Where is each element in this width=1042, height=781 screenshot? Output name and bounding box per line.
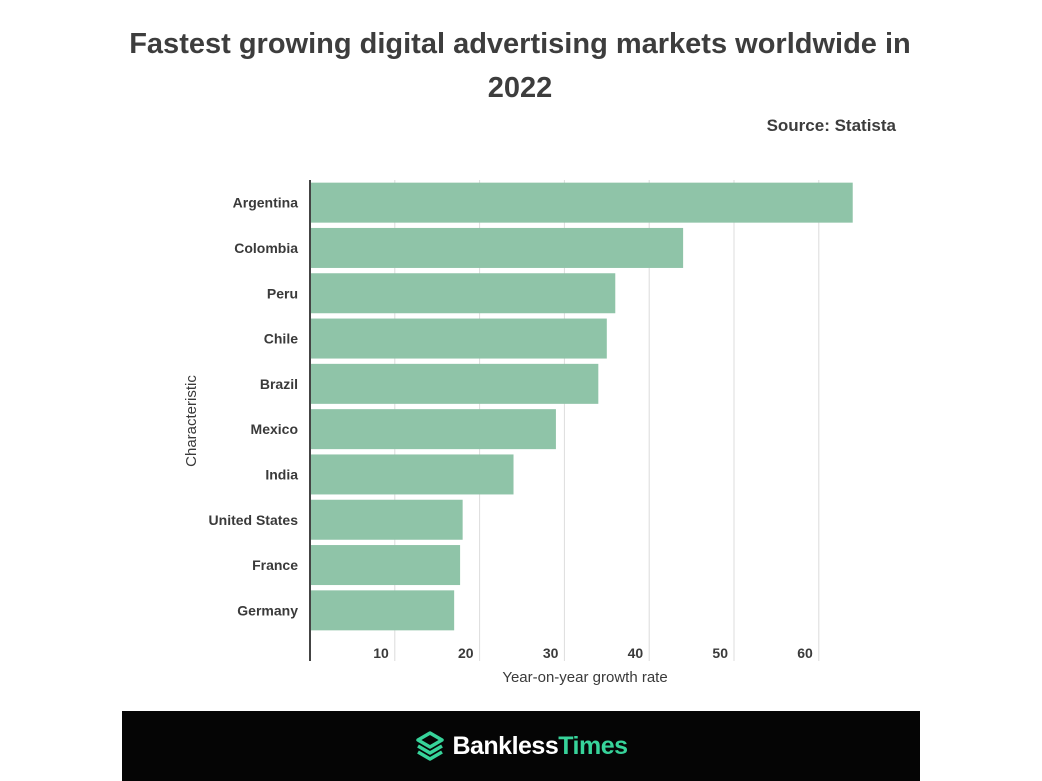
brand-logo[interactable]: BanklessTimes [414, 730, 628, 762]
bar [310, 227, 684, 268]
chart-source: Source: Statista [766, 116, 896, 135]
category-label: Brazil [260, 376, 298, 392]
footer-banner: BanklessTimes [122, 711, 920, 781]
category-label: France [252, 557, 298, 573]
category-label: Peru [267, 285, 298, 301]
brand-name-part1: Bankless [452, 731, 559, 760]
category-label: India [265, 466, 298, 482]
bar [310, 273, 616, 314]
brand-name-part2: Times [558, 731, 628, 760]
category-label: United States [209, 512, 299, 528]
x-tick-label: 10 [373, 645, 389, 661]
bar [310, 454, 514, 495]
brand-icon [416, 731, 445, 761]
category-label: Chile [264, 331, 298, 347]
bar [310, 318, 607, 359]
bar [310, 499, 463, 540]
bar [310, 409, 556, 450]
x-axis-title: Year-on-year growth rate [502, 669, 667, 686]
category-label: Mexico [251, 421, 298, 437]
bar [310, 363, 599, 404]
chart-title: Fastest growing digital advertising mark… [129, 28, 911, 104]
category-label: Germany [237, 602, 298, 618]
y-axis-title: Characteristic [183, 375, 200, 467]
bar [310, 545, 461, 586]
category-label: Argentina [233, 195, 299, 211]
bar [310, 182, 853, 223]
x-tick-label: 20 [458, 645, 474, 661]
x-tick-label: 40 [628, 645, 644, 661]
bar-chart: Argentina Colombia Peru Chile Brazil Mexico In… [183, 180, 853, 686]
category-label: Colombia [234, 240, 298, 256]
x-tick-label: 60 [797, 645, 813, 661]
bar [310, 590, 455, 631]
x-tick-label: 30 [543, 645, 559, 661]
x-tick-label: 50 [712, 645, 728, 661]
